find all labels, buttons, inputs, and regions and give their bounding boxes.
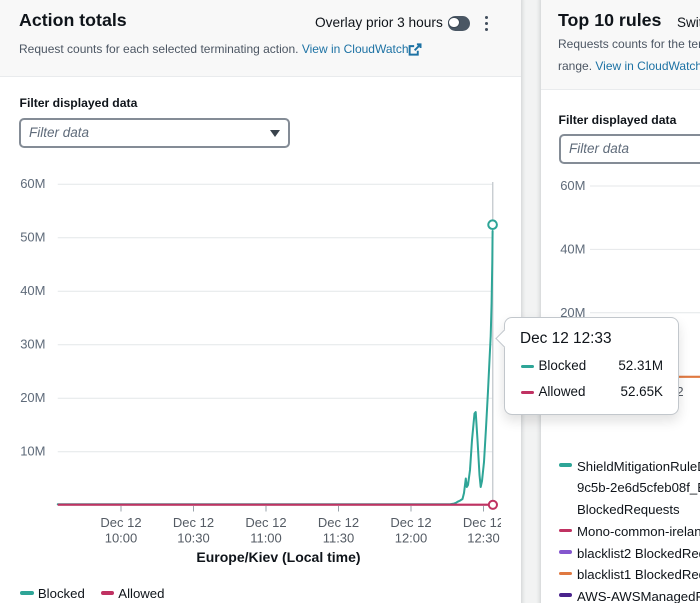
svg-text:50M: 50M	[20, 230, 45, 245]
svg-text:12:30: 12:30	[467, 530, 500, 545]
svg-text:20M: 20M	[20, 390, 45, 405]
svg-text:Dec 12: Dec 12	[245, 515, 286, 530]
svg-text:Dec 12: Dec 12	[173, 515, 214, 530]
svg-text:10M: 10M	[20, 444, 45, 459]
svg-text:10:00: 10:00	[105, 530, 138, 545]
svg-text:Dec 12: Dec 12	[390, 515, 431, 530]
svg-text:30M: 30M	[20, 337, 45, 352]
svg-text:11:30: 11:30	[323, 530, 355, 545]
svg-text:Dec 12: Dec 12	[463, 515, 501, 530]
svg-text:10:30: 10:30	[177, 530, 210, 545]
svg-text:Dec 12: Dec 12	[100, 515, 141, 530]
svg-text:40M: 40M	[20, 283, 45, 298]
svg-text:Dec 12: Dec 12	[318, 515, 359, 530]
svg-text:60M: 60M	[560, 178, 585, 193]
svg-text:40M: 40M	[560, 241, 585, 256]
svg-text:12:00: 12:00	[395, 530, 428, 545]
svg-text:60M: 60M	[20, 176, 45, 191]
svg-text:11:00: 11:00	[250, 530, 282, 545]
svg-text:20M: 20M	[560, 305, 585, 320]
